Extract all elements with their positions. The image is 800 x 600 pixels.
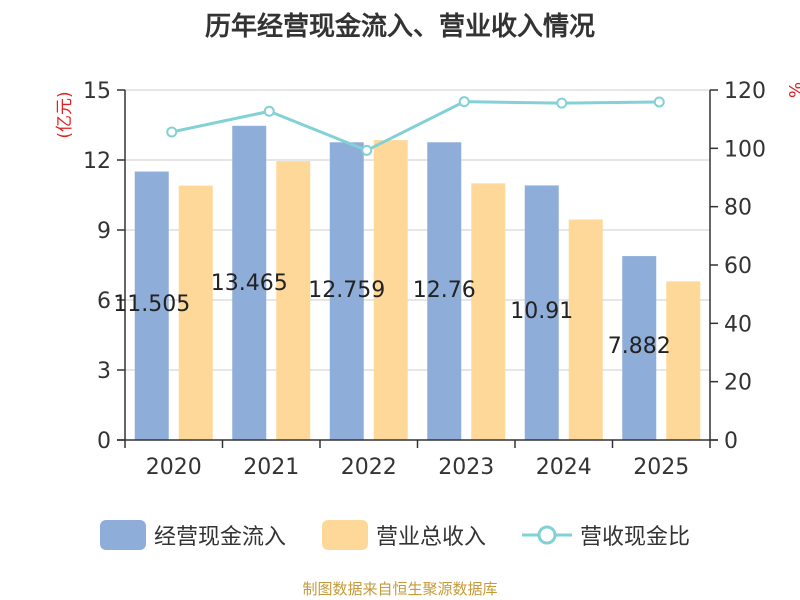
legend-label-cash-inflow: 经营现金流入 — [154, 525, 287, 550]
bar-cash-inflow — [622, 256, 657, 440]
x-axis-tick-label: 2020 — [146, 455, 202, 480]
point-ratio — [263, 105, 275, 117]
legend-swatch-cash-inflow — [100, 520, 146, 550]
data-label-cash-inflow: 12.759 — [308, 278, 385, 303]
legend-item-cash-inflow[interactable]: 经营现金流入 — [100, 518, 286, 552]
point-ratio — [653, 96, 665, 108]
bar-revenue — [373, 140, 408, 440]
legend-swatch-revenue — [322, 520, 368, 550]
right-axis-tick-label: 20 — [724, 371, 752, 396]
line-ratio — [171, 100, 660, 153]
bar-cash-inflow — [232, 125, 267, 441]
bar-cash-inflow — [329, 142, 364, 441]
bar-cash-inflow — [134, 171, 169, 441]
right-axis-tick-label: 60 — [724, 254, 752, 279]
bar-revenue — [276, 161, 311, 440]
source-note: 制图数据来自恒生聚源数据库 — [302, 580, 498, 598]
right-axis-tick-label: 100 — [724, 137, 766, 162]
point-ratio — [361, 144, 373, 156]
point-ratio — [166, 126, 178, 138]
legend-swatch-ratio — [522, 525, 572, 545]
x-axis-tick-label: 2024 — [536, 455, 592, 480]
left-axis-tick-label: 15 — [83, 79, 111, 104]
left-axis-tick-label: 3 — [97, 359, 111, 384]
bar-cash-inflow — [524, 185, 559, 440]
data-label-cash-inflow: 10.91 — [510, 299, 573, 324]
legend-item-revenue[interactable]: 营业总收入 — [322, 518, 486, 552]
left-axis-tick-label: 0 — [97, 429, 111, 454]
right-axis-tick-label: 80 — [724, 196, 752, 221]
data-label-cash-inflow: 13.465 — [211, 271, 288, 296]
legend-label-revenue: 营业总收入 — [376, 525, 487, 550]
right-axis-tick-label: 0 — [724, 429, 738, 454]
data-label-cash-inflow: 11.505 — [113, 292, 190, 317]
left-axis-label: (亿元) — [55, 91, 75, 138]
left-axis-tick-label: 12 — [83, 149, 111, 174]
legend: 经营现金流入 营业总收入 营收现金比 — [0, 518, 800, 552]
data-label-cash-inflow: 12.76 — [413, 278, 476, 303]
legend-item-ratio[interactable]: 营收现金比 — [522, 518, 690, 552]
bar-revenue — [178, 185, 213, 440]
right-axis-label: % — [784, 82, 800, 98]
right-axis-tick-label: 120 — [724, 79, 766, 104]
x-axis-tick-label: 2021 — [243, 455, 299, 480]
x-axis-tick-label: 2023 — [438, 455, 494, 480]
right-axis-tick-label: 40 — [724, 312, 752, 337]
left-axis-tick-label: 6 — [97, 289, 111, 314]
bar-cash-inflow — [427, 142, 462, 440]
left-axis-tick-label: 9 — [97, 219, 111, 244]
data-label-cash-inflow: 7.882 — [608, 334, 671, 359]
bar-revenue — [471, 183, 506, 441]
x-axis-tick-label: 2022 — [341, 455, 397, 480]
point-ratio — [556, 97, 568, 109]
x-axis-tick-label: 2025 — [633, 455, 689, 480]
bar-revenue — [568, 219, 603, 440]
chart-title: 历年经营现金流入、营业收入情况 — [204, 12, 595, 42]
bar-revenue — [666, 281, 701, 440]
point-ratio — [458, 96, 470, 108]
legend-label-ratio: 营收现金比 — [580, 525, 691, 550]
